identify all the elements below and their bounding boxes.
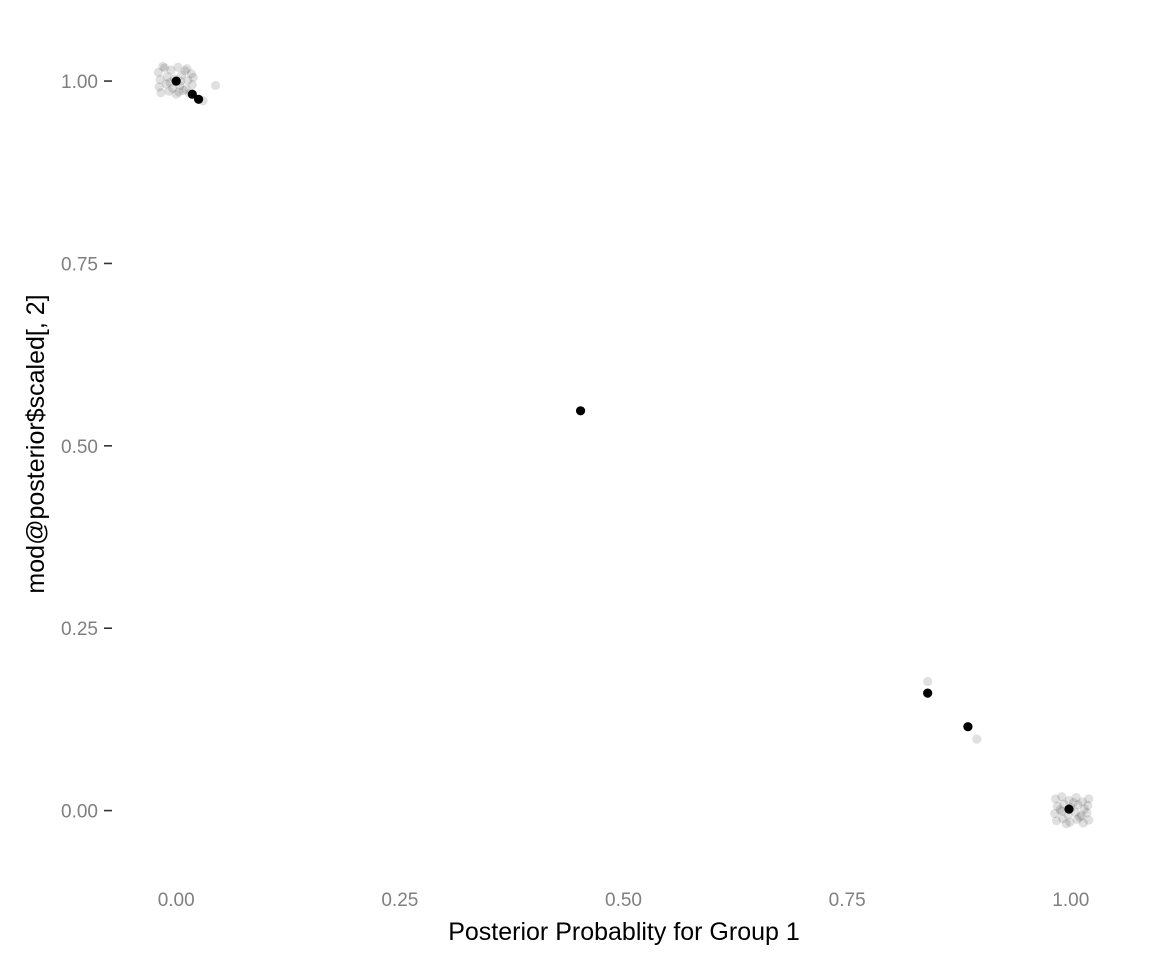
data-point bbox=[183, 75, 193, 85]
y-tick-label: 1.00 bbox=[61, 72, 98, 93]
data-point bbox=[1064, 804, 1074, 814]
data-point bbox=[1065, 817, 1075, 827]
data-point bbox=[972, 734, 982, 744]
data-point bbox=[1050, 794, 1061, 804]
data-point bbox=[166, 65, 176, 75]
data-point bbox=[923, 688, 933, 698]
data-point bbox=[162, 72, 172, 82]
data-point bbox=[1084, 794, 1094, 804]
x-tick-label: 0.50 bbox=[605, 890, 642, 911]
data-point bbox=[187, 89, 197, 99]
data-point bbox=[1061, 819, 1071, 829]
x-tick-label: 0.75 bbox=[829, 890, 866, 911]
data-point bbox=[1058, 814, 1068, 824]
data-point bbox=[188, 72, 198, 83]
data-point bbox=[154, 82, 164, 92]
data-point bbox=[1068, 797, 1079, 808]
data-point bbox=[210, 80, 221, 91]
data-point bbox=[1057, 806, 1067, 816]
data-point bbox=[171, 89, 181, 99]
data-point bbox=[156, 88, 166, 98]
data-point bbox=[182, 64, 192, 74]
data-point bbox=[1083, 800, 1093, 811]
data-point bbox=[1057, 792, 1067, 802]
data-point bbox=[155, 75, 165, 85]
data-point bbox=[1079, 804, 1089, 814]
x-axis: 0.00 0.25 0.50 0.75 1.00 bbox=[158, 890, 1090, 911]
data-point bbox=[180, 66, 190, 76]
data-point bbox=[153, 67, 163, 77]
data-point bbox=[181, 84, 191, 94]
data-point bbox=[173, 62, 183, 72]
data-point bbox=[1073, 800, 1083, 810]
data-point bbox=[1076, 811, 1087, 821]
faded-points-group bbox=[153, 61, 1094, 829]
data-point bbox=[1075, 812, 1085, 822]
data-point bbox=[158, 61, 168, 72]
data-point bbox=[1055, 805, 1065, 815]
data-point bbox=[176, 70, 187, 80]
y-tick-label: 0.25 bbox=[61, 619, 98, 640]
data-point bbox=[1050, 808, 1060, 819]
data-point bbox=[164, 86, 174, 96]
points-layer bbox=[153, 61, 1094, 829]
data-point bbox=[1052, 801, 1062, 811]
y-tick-label: 0.50 bbox=[61, 437, 98, 458]
data-point bbox=[963, 722, 973, 732]
x-tick-label: 0.25 bbox=[381, 890, 418, 911]
data-point bbox=[575, 406, 586, 416]
data-point bbox=[1064, 795, 1074, 805]
data-point bbox=[186, 69, 197, 79]
data-point bbox=[174, 87, 184, 97]
data-point bbox=[1072, 814, 1082, 824]
y-axis: 0.00 0.25 0.50 0.75 1.00 bbox=[61, 72, 112, 823]
y-tick-label: 0.00 bbox=[61, 802, 98, 823]
data-point bbox=[1084, 815, 1094, 825]
data-point bbox=[1078, 818, 1088, 828]
data-point bbox=[1082, 808, 1092, 818]
data-point bbox=[159, 63, 170, 73]
data-point bbox=[923, 676, 933, 687]
solid-points-group bbox=[171, 76, 1074, 814]
y-axis-title: mod@posterior$scaled[, 2] bbox=[22, 294, 50, 593]
data-point bbox=[187, 80, 197, 90]
data-point bbox=[161, 79, 171, 89]
data-point bbox=[168, 83, 178, 93]
data-point bbox=[171, 76, 181, 86]
data-point bbox=[1071, 792, 1081, 803]
x-tick-label: 1.00 bbox=[1052, 890, 1089, 911]
y-tick-label: 0.75 bbox=[61, 254, 98, 275]
x-axis-title: Posterior Probablity for Group 1 bbox=[448, 918, 800, 946]
data-point bbox=[1077, 797, 1088, 807]
data-point bbox=[193, 94, 204, 104]
data-point bbox=[178, 85, 188, 96]
x-tick-label: 0.00 bbox=[158, 890, 195, 911]
data-point bbox=[1051, 816, 1062, 826]
